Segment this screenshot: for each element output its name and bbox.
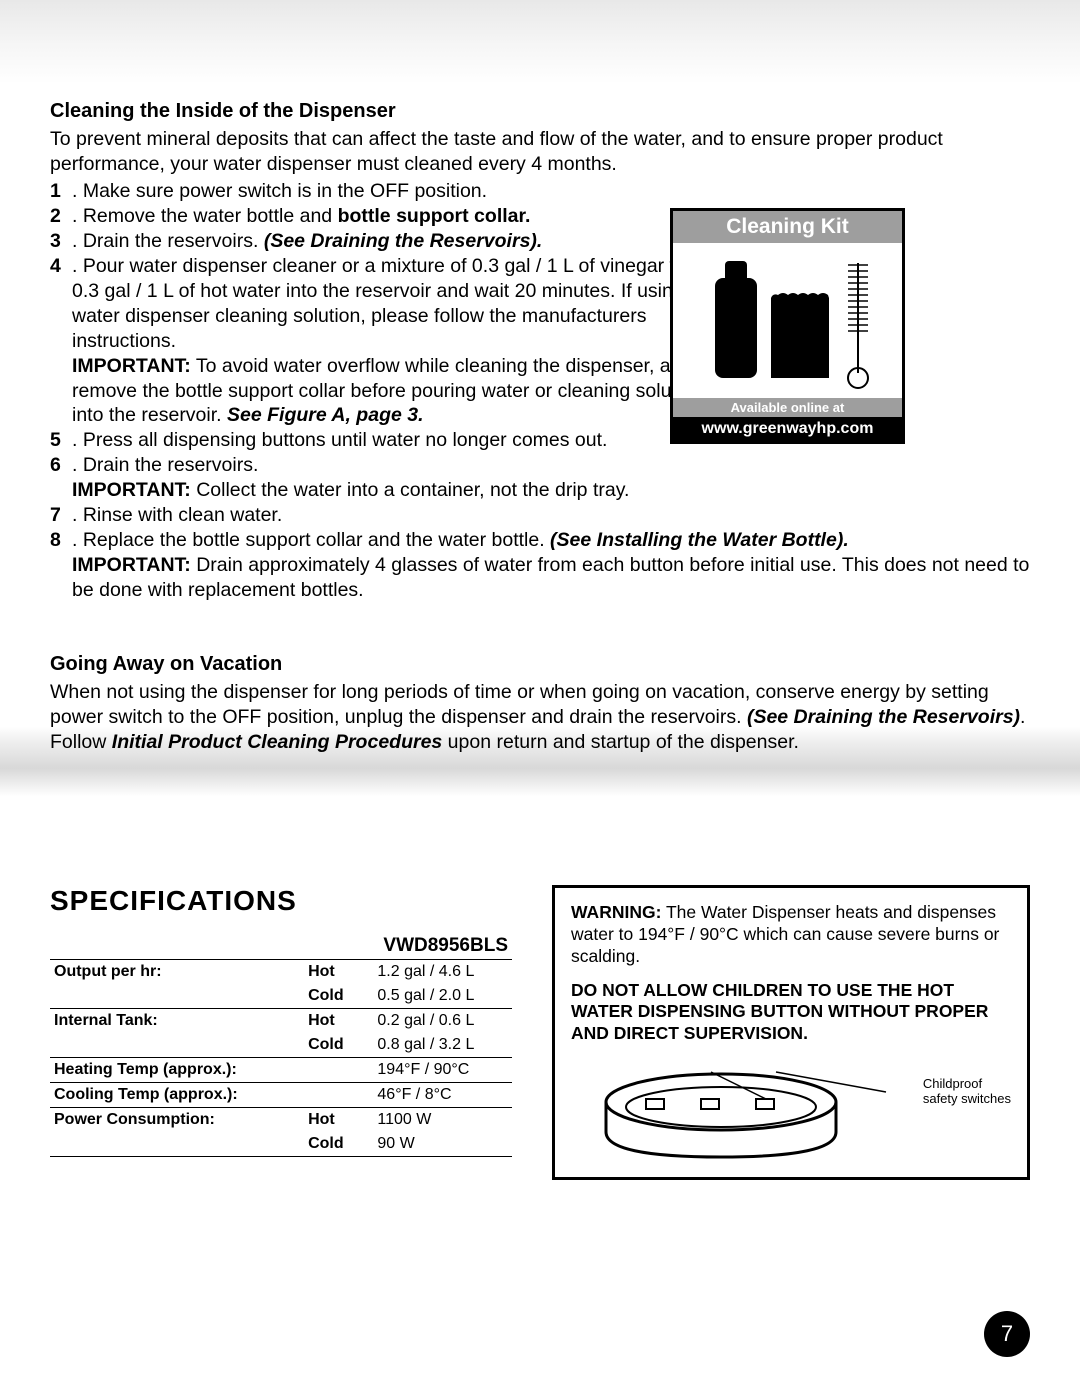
vacation-heading: Going Away on Vacation bbox=[50, 653, 1030, 676]
step-6-important: IMPORTANT: Collect the water into a cont… bbox=[72, 478, 1030, 503]
cleaning-section: Cleaning the Inside of the Dispenser To … bbox=[50, 100, 1030, 603]
step-7: . Rinse with clean water. bbox=[72, 503, 1030, 528]
warning-box: WARNING: The Water Dispenser heats and d… bbox=[552, 885, 1030, 1180]
cleaning-heading: Cleaning the Inside of the Dispenser bbox=[50, 100, 1030, 123]
warning-text: WARNING: The Water Dispenser heats and d… bbox=[571, 902, 1011, 968]
spec-model: VWD8956BLS bbox=[50, 935, 512, 959]
cleaning-kit-box: Cleaning Kit bbox=[670, 208, 905, 444]
step-8: . Replace the bottle support collar and … bbox=[72, 528, 1030, 553]
cleaning-intro: To prevent mineral deposits that can aff… bbox=[50, 127, 1030, 177]
kit-illustration bbox=[673, 243, 902, 398]
spec-title: SPECIFICATIONS bbox=[50, 885, 512, 917]
page-number: 7 bbox=[984, 1311, 1030, 1357]
step-1: . Make sure power switch is in the OFF p… bbox=[72, 179, 1030, 204]
step-8-important: IMPORTANT: Drain approximately 4 glasses… bbox=[72, 553, 1030, 603]
callout-line2: safety switches bbox=[923, 1091, 1011, 1106]
callout-line1: Childproof bbox=[923, 1076, 982, 1091]
kit-title: Cleaning Kit bbox=[673, 211, 902, 243]
vacation-section: Going Away on Vacation When not using th… bbox=[50, 653, 1030, 755]
step-4: . Pour water dispenser cleaner or a mixt… bbox=[72, 254, 732, 354]
step-4-important: IMPORTANT: To avoid water overflow while… bbox=[72, 354, 732, 429]
kit-footer-1: Available online at bbox=[673, 398, 902, 417]
step-6: . Drain the reservoirs. bbox=[72, 453, 732, 478]
vacation-text: When not using the dispenser for long pe… bbox=[50, 680, 1030, 755]
specifications-section: SPECIFICATIONS VWD8956BLS Output per hr:… bbox=[50, 885, 1030, 1180]
warning-diagram: Childproof safety switches bbox=[571, 1057, 1011, 1167]
warning-caps: Do Not Allow Children To Use The Hot Wat… bbox=[571, 980, 1011, 1046]
step-5: . Press all dispensing buttons until wat… bbox=[72, 428, 732, 453]
spec-table: Output per hr:Hot1.2 gal / 4.6 L Cold0.5… bbox=[50, 959, 512, 1157]
kit-footer-2: www.greenwayhp.com bbox=[673, 417, 902, 441]
